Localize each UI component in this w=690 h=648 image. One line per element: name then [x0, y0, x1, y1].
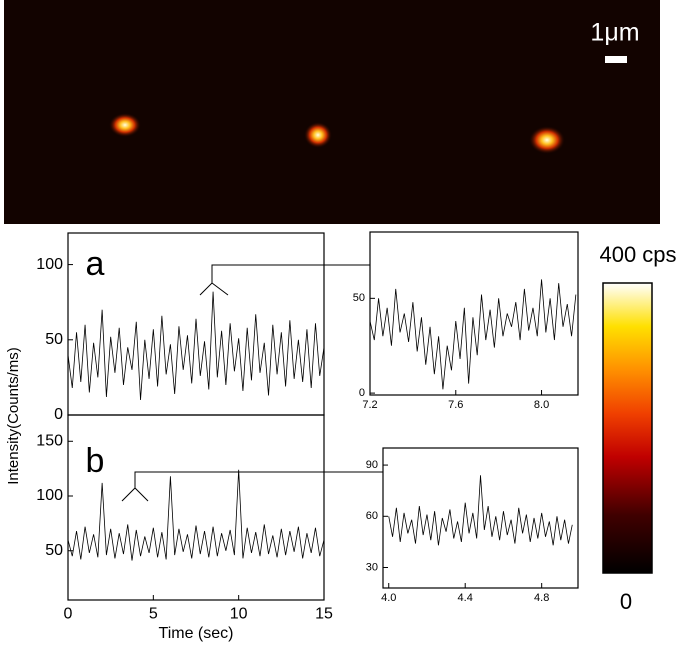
connectors	[121, 264, 383, 502]
x-tick-label: 8.0	[534, 399, 549, 411]
x-tick-label: 10	[230, 606, 248, 623]
spot	[529, 126, 565, 154]
y-tick-label: 90	[366, 459, 378, 471]
y-tick-label: 50	[353, 292, 365, 304]
y-tick-label: 60	[366, 510, 378, 522]
x-tick-label: 4.8	[534, 592, 549, 604]
scale-bar	[605, 56, 627, 63]
y-tick-label: 100	[36, 487, 63, 504]
trace	[67, 469, 325, 561]
x-tick-label: 5	[149, 606, 158, 623]
trace	[388, 475, 573, 546]
connector	[199, 264, 370, 296]
plot-frame	[67, 414, 325, 601]
trace	[67, 291, 325, 400]
y-tick-label: 150	[36, 432, 63, 449]
image-background	[4, 0, 660, 224]
x-axis-label: Time (sec)	[159, 625, 234, 642]
colorbar: 400 cps 0	[599, 242, 676, 614]
colorbar-max-label: 400 cps	[599, 242, 676, 267]
panel-label: b	[86, 442, 105, 480]
y-tick-label: 50	[45, 542, 63, 559]
plot-frame	[382, 447, 579, 589]
colorbar-gradient	[602, 282, 653, 574]
y-tick-label: 100	[36, 256, 63, 273]
y-axis-label: Intensity(Counts/ms)	[5, 347, 22, 485]
x-tick-label: 4.4	[458, 592, 473, 604]
spot	[304, 122, 332, 148]
trace	[369, 279, 577, 390]
y-tick-label: 50	[45, 331, 63, 348]
y-tick-label: 30	[366, 561, 378, 573]
connector	[121, 471, 383, 502]
x-tick-label: 7.2	[362, 399, 377, 411]
x-tick-label: 7.6	[448, 399, 463, 411]
x-tick-label: 4.0	[381, 592, 396, 604]
colorbar-min-label: 0	[620, 589, 632, 614]
scale-bar-label: 1μm	[590, 19, 639, 47]
x-tick-label: 15	[315, 606, 333, 623]
panel-label: a	[86, 245, 105, 283]
y-tick-label: 0	[359, 387, 365, 399]
y-tick-label: 0	[54, 406, 63, 423]
spot	[109, 113, 141, 137]
fluorescence-image: 1μm	[4, 0, 660, 224]
plot-frame	[369, 231, 579, 396]
x-tick-label: 0	[64, 606, 73, 623]
